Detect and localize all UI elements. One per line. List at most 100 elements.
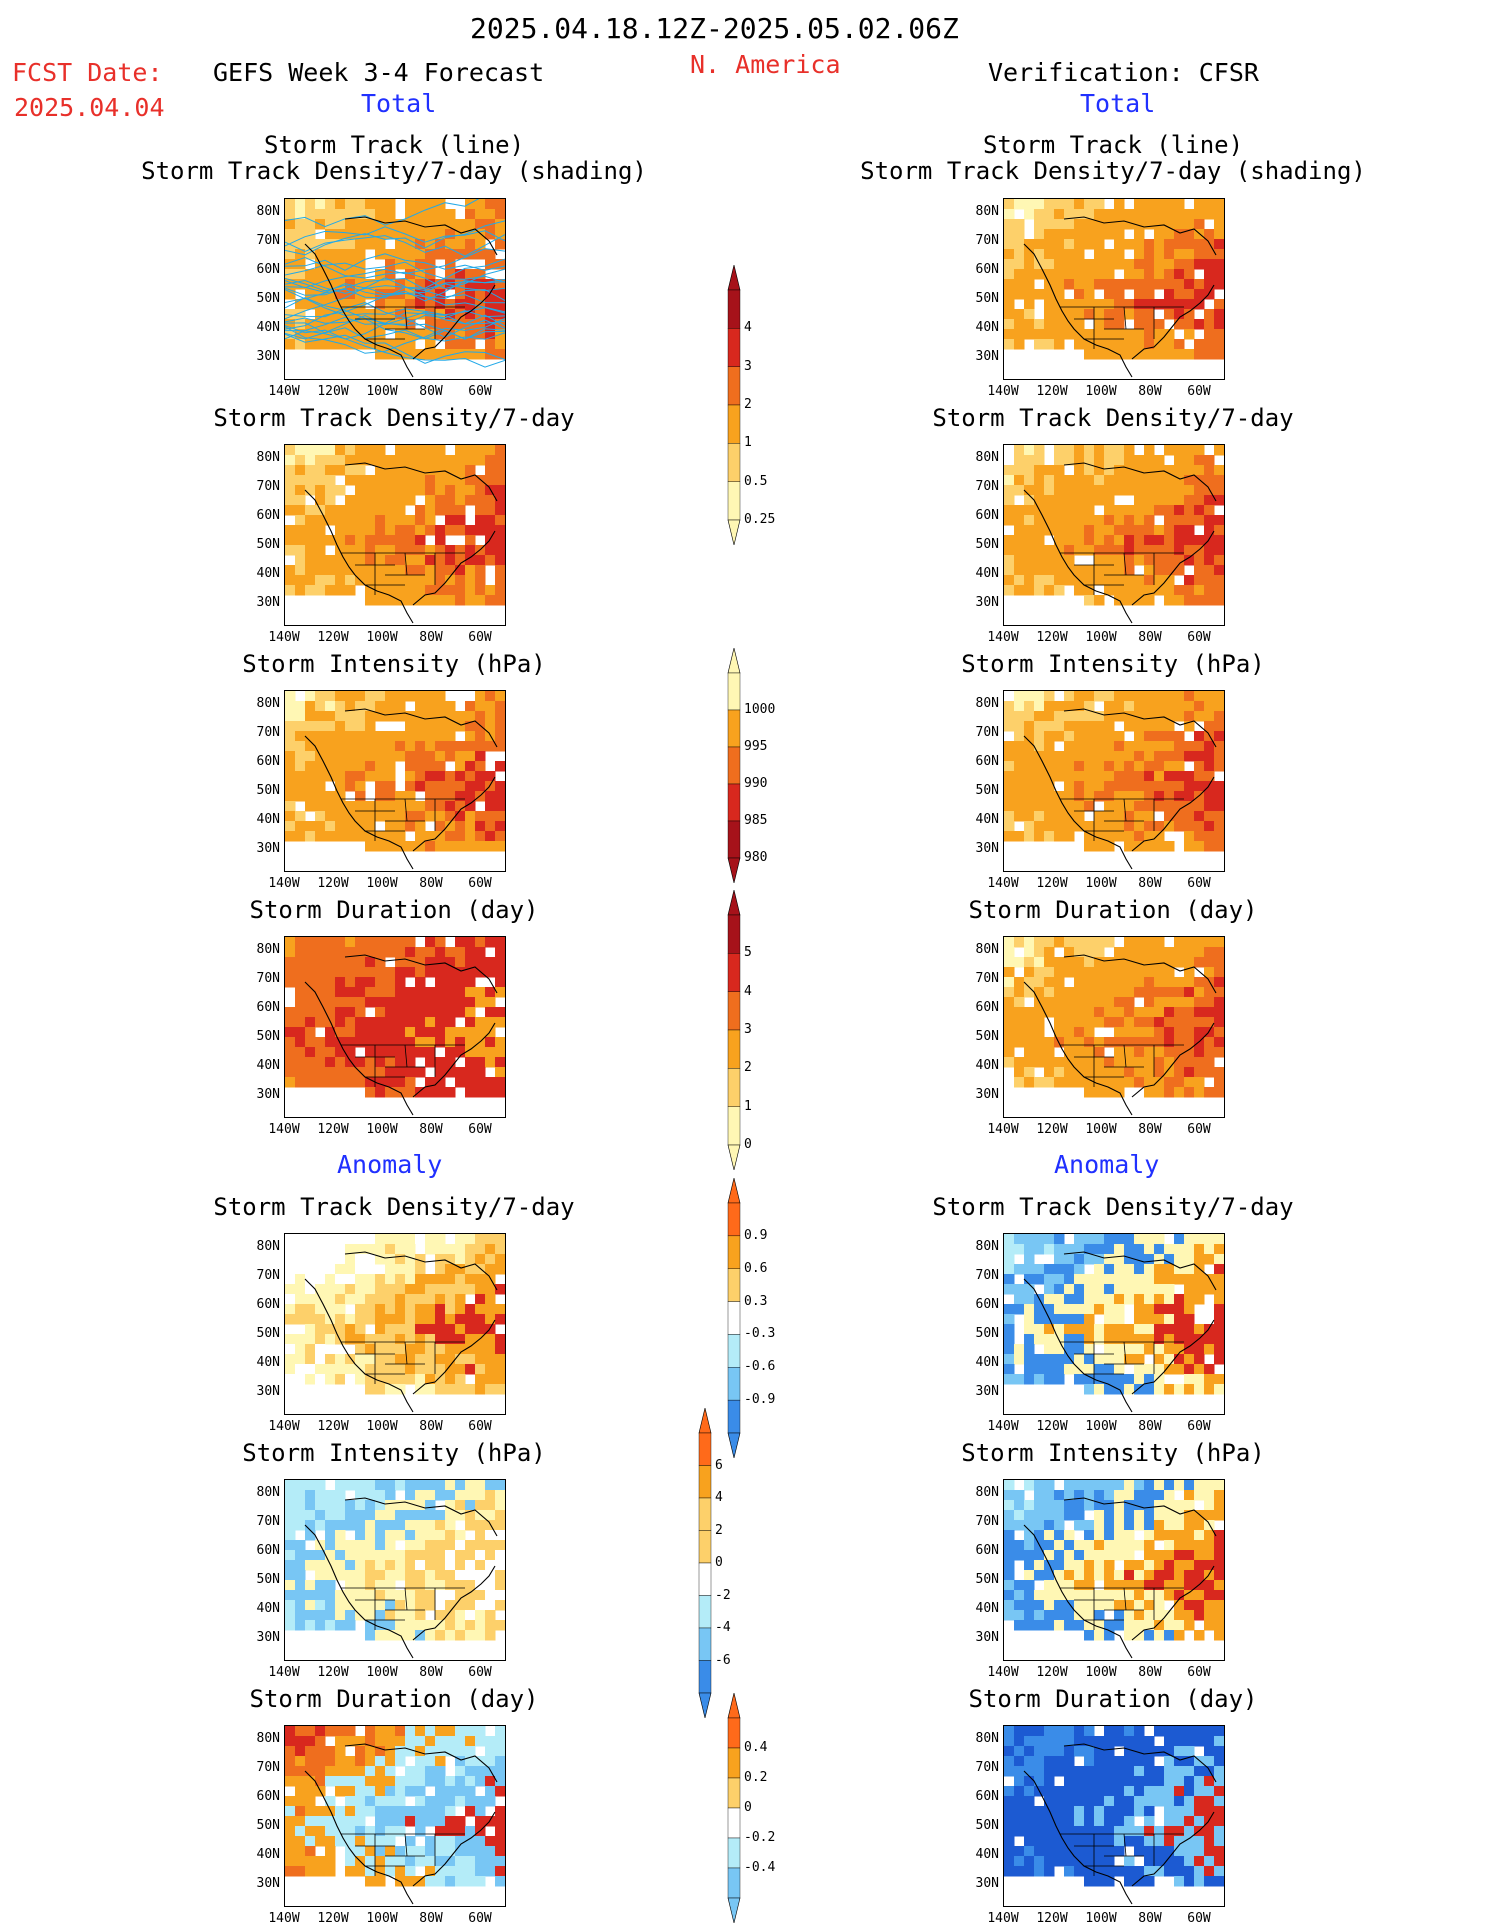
field-cell [475,209,486,220]
field-cell [1124,1540,1135,1551]
field-cell [1014,781,1025,792]
lon-tick-label: 80W [419,876,443,891]
field-cell [445,1520,456,1531]
field-cell [365,475,376,486]
field-cell [485,811,496,822]
field-cell [1204,1540,1215,1551]
field-cell [1034,329,1045,340]
field-cell [415,711,426,722]
field-cell [1044,1856,1055,1867]
field-cell [485,1234,496,1245]
field-cell [375,1304,386,1315]
field-cell [1154,721,1165,732]
field-cell [415,1047,426,1058]
field-cell [1124,1570,1135,1581]
field-cell [1094,1017,1105,1028]
field-cell [1014,761,1025,772]
field-cell [405,1776,416,1787]
colorbar-swatch [727,481,741,521]
field-cell [315,339,326,350]
field-cell [1164,1846,1175,1857]
field-cell [445,1530,456,1541]
field-cell [1044,339,1055,350]
field-cell [475,811,486,822]
field-cell [345,1826,356,1837]
field-cell [365,741,376,752]
field-cell [1214,1610,1224,1621]
field-cell [1154,229,1165,240]
field-cell [315,1580,326,1591]
field-cell [1054,1560,1065,1571]
lon-tick-label: 140W [987,876,1019,891]
field-cell [1114,711,1125,722]
field-cell [495,299,505,310]
field-cell [295,1374,306,1385]
field-cell [1104,575,1115,586]
field-cell [485,199,496,210]
lon-tick-label: 120W [1036,876,1068,891]
field-cell [1024,771,1035,782]
field-cell [465,1047,476,1058]
field-cell [1204,821,1215,832]
field-cell [355,1490,366,1501]
field-cell [335,1077,346,1088]
field-cell [385,801,396,812]
field-cell [1194,1374,1205,1385]
field-cell [335,1264,346,1275]
map-left-anom-density [284,1233,506,1415]
field-cell [1204,535,1215,546]
field-cell [1034,1766,1045,1777]
field-cell [375,1254,386,1265]
field-cell [375,1816,386,1827]
field-cell [405,1766,416,1777]
field-cell [375,1294,386,1305]
field-cell [335,249,346,260]
lat-tick-label: 30N [975,1876,999,1891]
field-cell [475,525,486,536]
colorbar-label: 0 [744,1800,752,1815]
field-cell [1204,691,1215,702]
field-cell [1114,701,1125,712]
field-cell [1034,239,1045,250]
field-cell [405,691,416,702]
field-cell [375,1630,386,1641]
field-cell [1074,1304,1085,1315]
field-cell [1124,535,1135,546]
field-cell [1014,1264,1025,1275]
field-cell [395,1254,406,1265]
field-cell [435,555,446,566]
field-cell [1154,1374,1165,1385]
field-cell [485,1570,496,1581]
field-cell [1044,1620,1055,1631]
field-cell [1084,1786,1095,1797]
field-cell [1204,1480,1215,1491]
coastline [1023,216,1217,378]
field-cell [355,1756,366,1767]
field-cell [345,1726,356,1737]
field-cell [305,1294,316,1305]
lon-tick-label: 60W [468,1122,492,1137]
field-cell [305,1274,316,1285]
field-cell [1154,771,1165,782]
field-cell [1214,1007,1224,1018]
field-cell [1174,1550,1185,1561]
field-cell [1214,761,1224,772]
field-cell [1104,1530,1115,1541]
field-cell [355,1520,366,1531]
field-cell [1144,1077,1155,1088]
field-cell [325,987,336,998]
field-cell [425,229,436,240]
lat-tick-label: 60N [256,1789,280,1804]
field-cell [315,319,326,330]
field-cell [1044,1776,1055,1787]
field-cell [295,1600,306,1611]
field-cell [1074,987,1085,998]
field-cell [475,349,486,360]
field-cell [1204,555,1215,566]
field-cell [375,1846,386,1857]
field-cell [465,1836,476,1847]
field-cell [1074,1816,1085,1827]
field-cell [1174,977,1185,988]
field-cell [1094,1007,1105,1018]
field-cell [375,319,386,330]
